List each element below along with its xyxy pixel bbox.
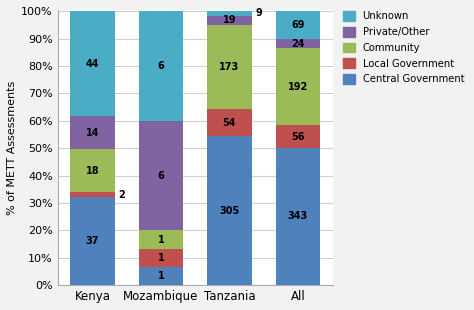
Text: 56: 56 <box>291 131 305 142</box>
Bar <box>138 267 183 285</box>
Text: 2: 2 <box>118 190 125 200</box>
Bar <box>207 11 252 16</box>
Bar <box>207 25 252 109</box>
Bar <box>138 11 183 121</box>
Bar <box>138 249 183 267</box>
Text: 37: 37 <box>86 236 99 246</box>
Text: 1: 1 <box>157 235 164 245</box>
Y-axis label: % of METT Assessments: % of METT Assessments <box>7 80 17 215</box>
Bar <box>70 116 115 149</box>
Bar <box>276 48 320 125</box>
Text: 18: 18 <box>86 166 99 176</box>
Bar <box>276 11 320 39</box>
Bar <box>207 136 252 285</box>
Bar <box>207 109 252 136</box>
Text: 6: 6 <box>157 61 164 71</box>
Text: 24: 24 <box>291 38 305 49</box>
Bar <box>276 125 320 148</box>
Bar <box>207 16 252 25</box>
Text: 1: 1 <box>157 271 164 281</box>
Text: 44: 44 <box>86 59 99 69</box>
Bar <box>70 11 115 116</box>
Legend: Unknown, Private/Other, Community, Local Government, Central Government: Unknown, Private/Other, Community, Local… <box>340 9 466 86</box>
Text: 54: 54 <box>223 118 236 128</box>
Bar <box>138 230 183 249</box>
Bar <box>70 192 115 197</box>
Text: 305: 305 <box>219 206 239 215</box>
Text: 192: 192 <box>288 82 308 92</box>
Text: 343: 343 <box>288 211 308 221</box>
Text: 69: 69 <box>291 20 305 30</box>
Text: 14: 14 <box>86 128 99 138</box>
Bar <box>276 148 320 285</box>
Text: 9: 9 <box>255 8 262 18</box>
Text: 19: 19 <box>223 15 236 25</box>
Bar <box>138 121 183 230</box>
Text: 1: 1 <box>157 253 164 263</box>
Text: 173: 173 <box>219 62 239 72</box>
Bar <box>70 149 115 192</box>
Bar <box>70 197 115 285</box>
Bar <box>276 39 320 48</box>
Text: 6: 6 <box>157 170 164 180</box>
